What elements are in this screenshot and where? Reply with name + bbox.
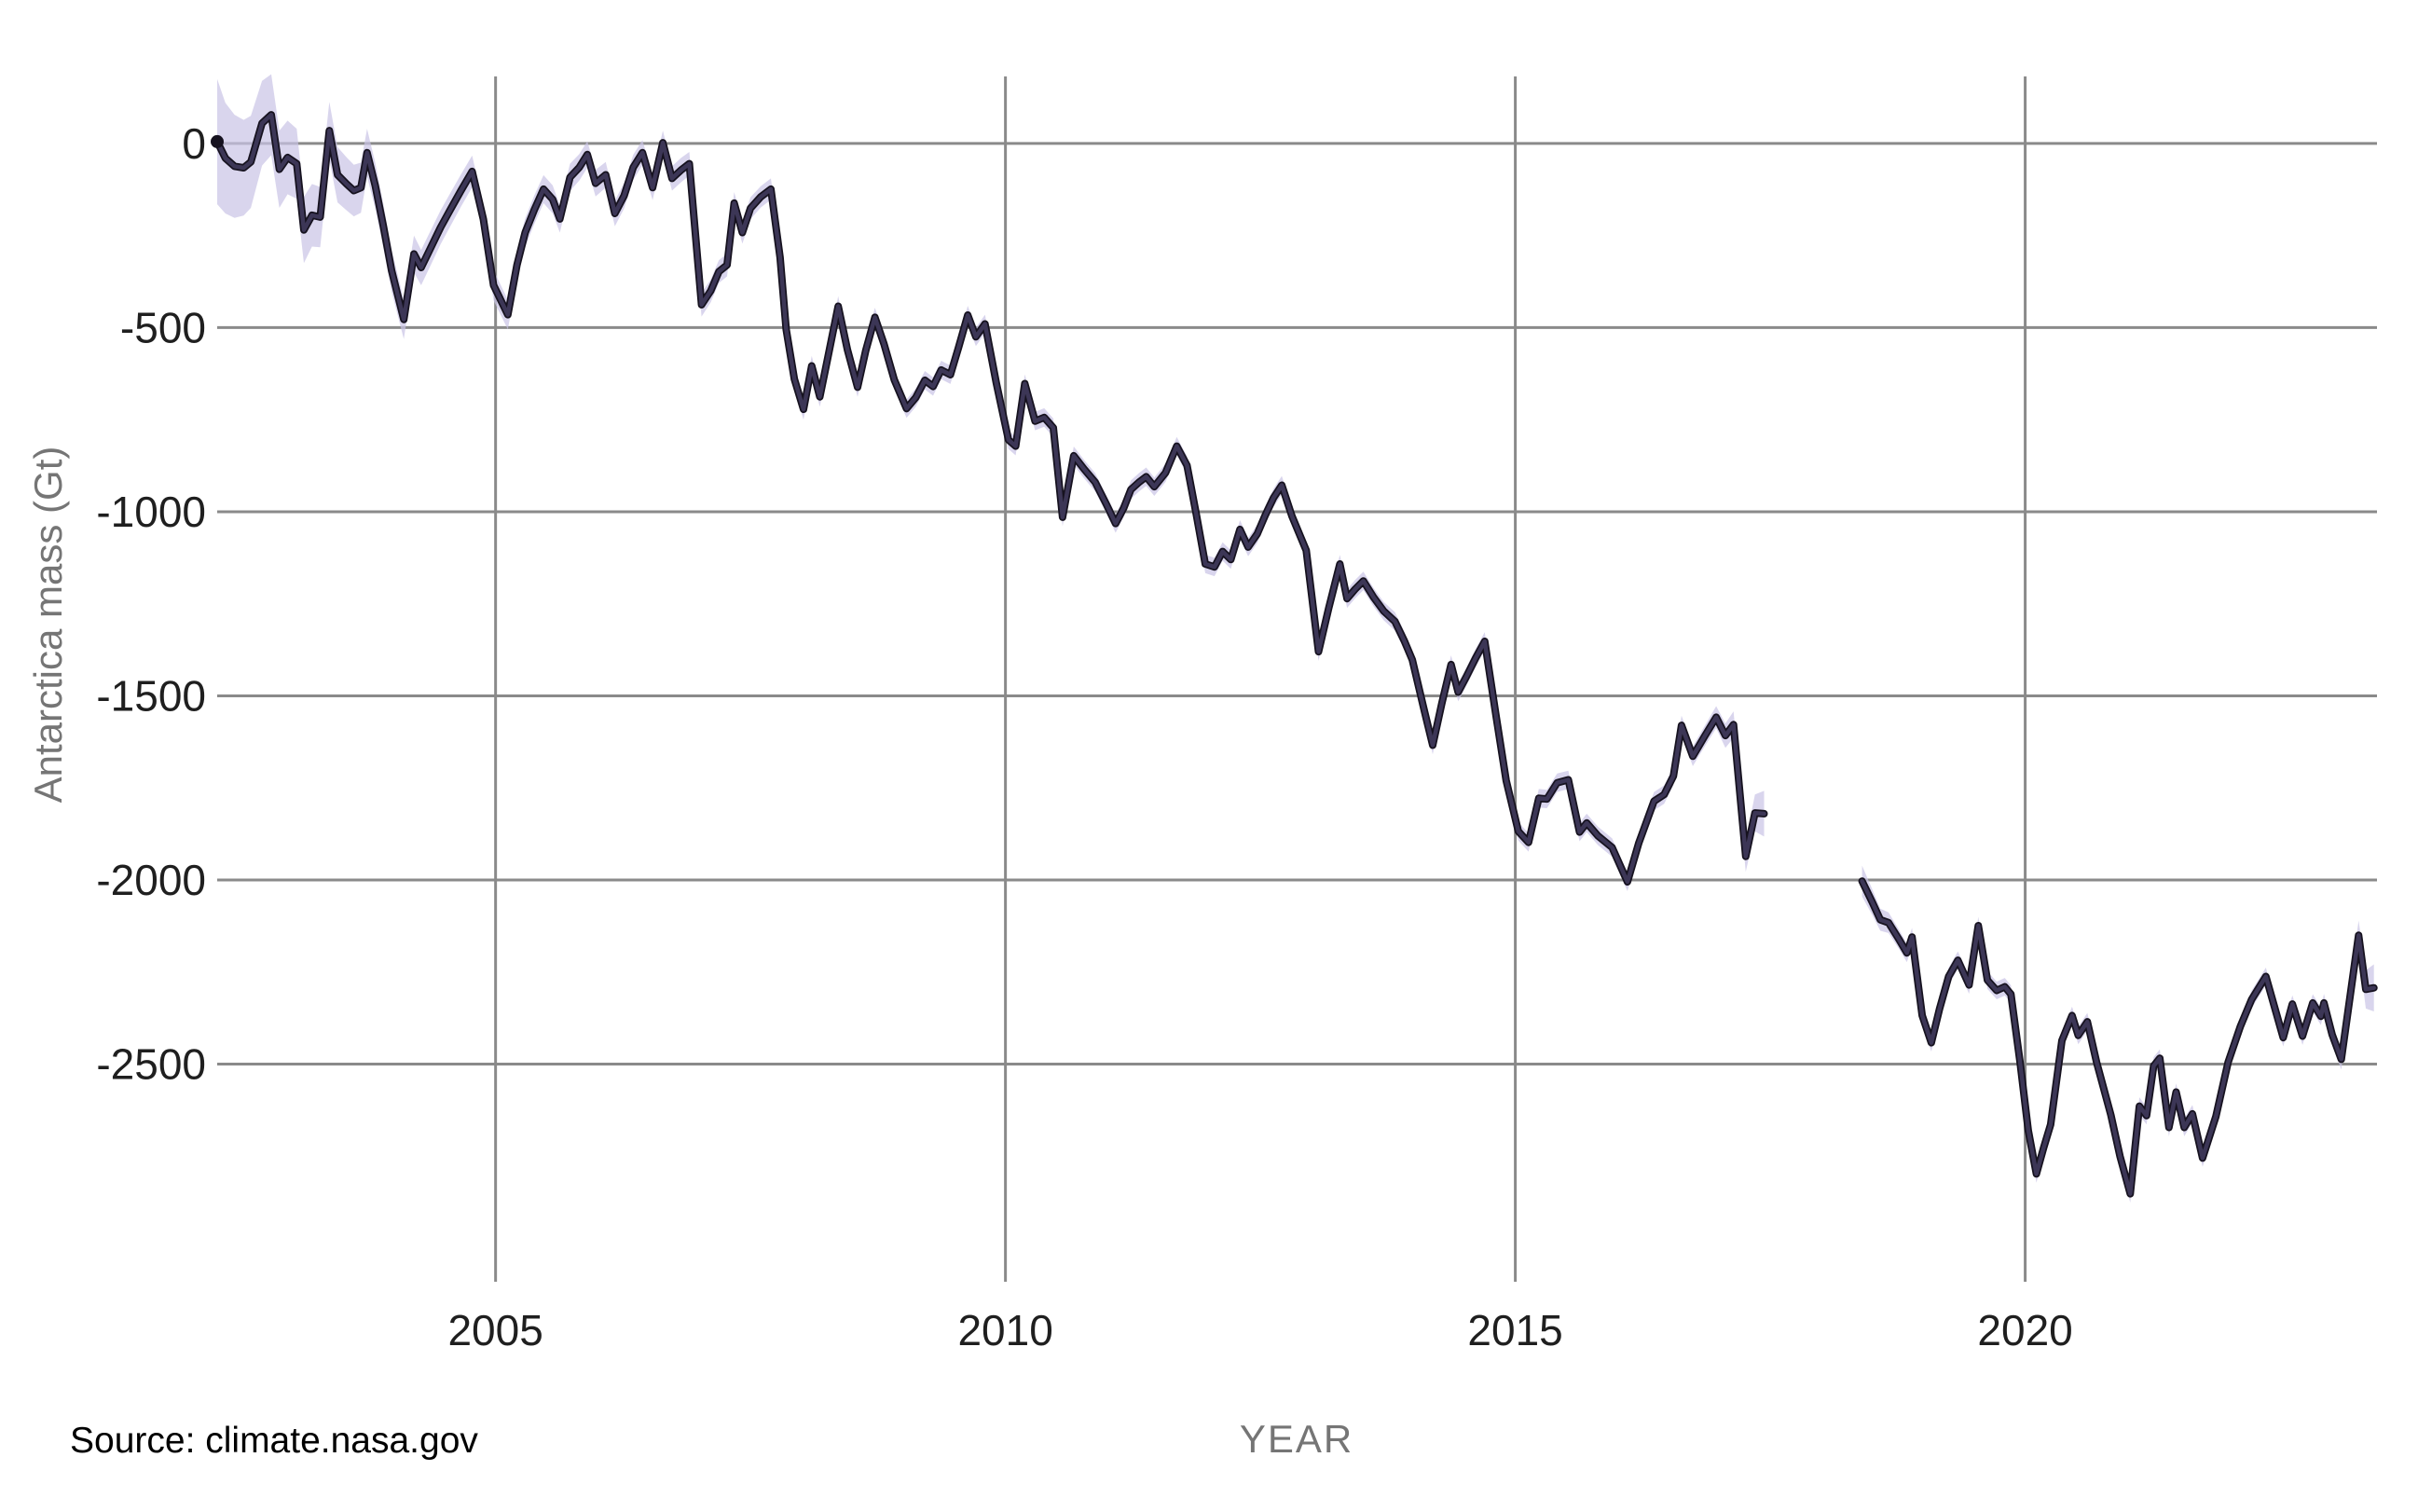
line-grace-fo (1860, 878, 2376, 1196)
x-tick-label: 2015 (1467, 1306, 1562, 1354)
y-tick-label: -1000 (96, 488, 206, 536)
x-tick-label: 2005 (447, 1306, 543, 1354)
y-tick-label: -2000 (96, 856, 206, 904)
x-tick-label: 2010 (957, 1306, 1052, 1354)
x-tick-label: 2020 (1977, 1306, 2072, 1354)
series-start-dot (211, 134, 224, 148)
x-axis-title: YEAR (1239, 1417, 1354, 1461)
line-edge-grace (213, 111, 1768, 886)
y-tick-labels: 0 -500 -1000 -1500 -2000 -2500 (96, 119, 206, 1089)
y-tick-label: -500 (120, 303, 206, 351)
source-note: Source: climate.nasa.gov (70, 1421, 478, 1461)
y-tick-label: -1500 (96, 671, 206, 720)
x-tick-labels: 2005 2010 2015 2020 (447, 1306, 2072, 1354)
uncertainty-band-grace (217, 74, 1765, 891)
line-grace (214, 112, 1766, 885)
y-tick-label: -2500 (96, 1040, 206, 1089)
y-tick-label: 0 (182, 119, 206, 168)
y-axis-title: Antarctica mass (Gt) (26, 446, 70, 804)
